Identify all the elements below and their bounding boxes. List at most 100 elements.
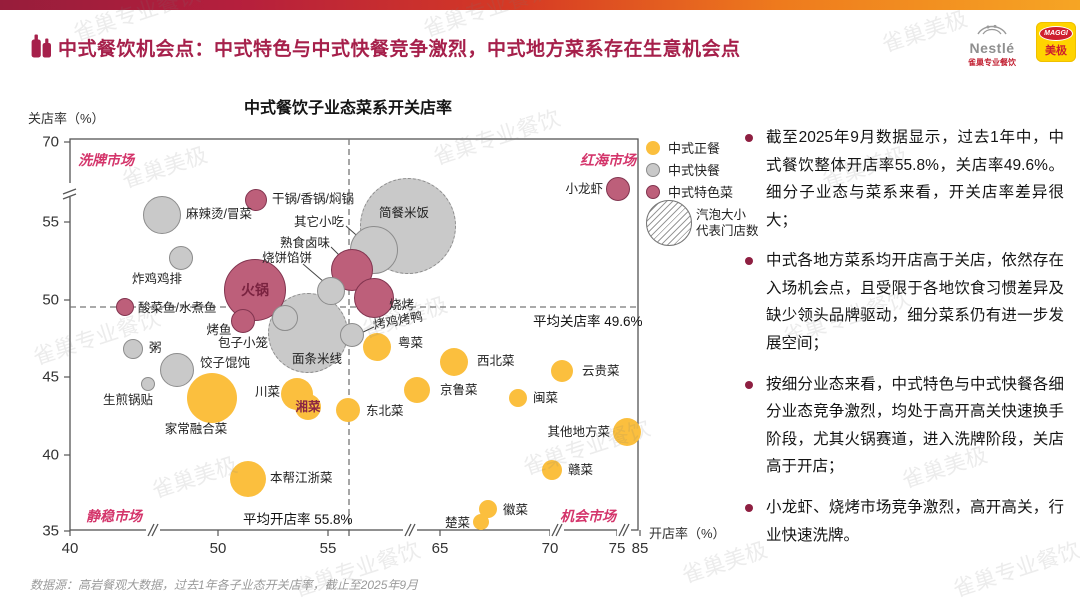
nestle-logo: Nestlé 雀巢专业餐饮 [953,22,1031,68]
chart-bubble [160,353,194,387]
legend-item: 中式正餐 [646,138,720,157]
bullet-dot-icon [745,134,753,142]
bubble-label: 徽菜 [503,502,529,517]
bubble-label: 烧饼馅饼 [261,250,312,265]
chart-bubble [479,500,497,518]
bubble-label: 赣菜 [568,462,594,477]
bubble-size-legend-text: 代表门店数 [696,224,759,238]
chart-bubble [606,177,630,201]
legend-item: 中式特色菜 [646,182,733,201]
chart-bubble [245,189,267,211]
legend-label: 中式正餐 [668,141,721,156]
chart-bubble [440,348,468,376]
maggi-subtext: 美极 [1045,45,1067,57]
y-axis-label: 关店率（%） [28,111,105,126]
x-tick-label: 85 [631,540,649,557]
y-tick-label: 50 [42,291,59,309]
bubble-label: 烧烤 [389,297,415,312]
y-tick-label: 40 [42,446,59,464]
y-tick-label: 70 [42,133,59,151]
bubble-label: 粤菜 [398,335,424,350]
bubble-label: 饺子馄饨 [200,355,251,370]
insight-panel: 截至2025年9月数据显示，过去1年中，中式餐饮整体开店率55.8%，关店率49… [742,124,1064,562]
chart-bubble [542,460,562,480]
y-tick-label: 55 [42,213,59,231]
bubble-label: 云贵菜 [582,363,620,378]
bubble-label: 京鲁菜 [440,382,478,397]
bubble-size-legend-text: 汽泡大小 [696,208,747,222]
bullet-item: 小龙虾、烧烤市场竞争激烈，高开高关，行业快速洗牌。 [742,494,1064,549]
bullet-item: 中式各地方菜系均开店高于关店，依然存在入场机会点，且受限于各地饮食习惯差异及缺少… [742,247,1064,357]
maggi-logo: MAGGI 美极 [1036,22,1076,62]
x-tick-label: 55 [319,540,337,557]
bubble-label: 川菜 [254,384,280,399]
chart-bubble [295,394,321,420]
bubble-label: 干锅/香锅/焖锅 [272,191,354,206]
x-axis-label: 开店率（%） [649,526,726,541]
page-title: 中式餐饮机会点：中式特色与中式快餐竞争激烈，中式地方菜系存在生意机会点 [58,39,741,60]
chart-bubble [141,377,155,391]
bubble-label: 麻辣烫/冒菜 [186,206,252,221]
chart-title: 中式餐饮子业态菜系开关店率 [243,100,453,117]
chart-bubble [336,398,360,422]
top-gradient-bar [0,0,1080,10]
bubble-label: 生煎锅贴 [102,392,154,407]
x-tick-label: 50 [209,540,227,557]
bubble-label: 烤鱼 [206,322,232,337]
quadrant-label-washout: 洗牌市场 [78,152,134,168]
chart-bubble [123,339,143,359]
quadrant-label-redsea: 红海市场 [580,152,636,168]
bullet-dot-icon [745,257,753,266]
mean-open-rate-label: 平均开店率 55.8% [243,512,353,527]
legend-label: 中式快餐 [668,163,721,178]
bullet-item: 按细分业态来看，中式特色与中式快餐各细分业态竞争激烈，均处于高开高关快速换手阶段… [742,371,1064,481]
bullet-dot-icon [745,503,753,512]
bubble-size-legend-icon [646,200,692,246]
x-tick-label: 75 [608,540,626,557]
bubble-label: 火锅 [241,282,269,298]
bullet-text: 小龙虾、烧烤市场竞争激烈，高开高关，行业快速洗牌。 [766,498,1064,544]
chart-bubble [473,514,489,530]
bubble-label: 其他地方菜 [547,424,610,439]
legend-kuaican-dot [646,162,660,177]
legend-zhengcan-dot [646,140,660,155]
bullet-item: 截至2025年9月数据显示，过去1年中，中式餐饮整体开店率55.8%，关店率49… [742,124,1064,234]
maggi-wordmark: MAGGI [1039,26,1073,41]
bubble-label: 面条米线 [291,351,343,366]
chart-bubble [340,323,364,347]
bubble-label: 熟食卤味 [279,235,330,250]
nest-icon [977,24,1007,35]
chart-bubble [230,461,266,497]
chart-bubble [116,298,134,316]
chart-bubble [317,277,345,305]
bottles-icon [28,33,55,65]
bubble-label: 东北菜 [366,403,404,418]
bubble-label: 本帮江浙菜 [270,470,333,485]
quadrant-label-stable: 静稳市场 [86,508,142,524]
chart-bubble [354,278,394,318]
bullet-text: 按细分业态来看，中式特色与中式快餐各细分业态竞争激烈，均处于高开高关快速换手阶段… [766,375,1064,476]
x-tick-label: 65 [431,540,449,557]
bubble-label: 简餐米饭 [378,205,430,220]
chart-bubble [143,196,181,234]
chart-bubble [231,309,255,333]
bubble-label: 其它小吃 [293,214,344,229]
chart-bubble [613,418,641,446]
chart-bubble [363,333,391,361]
bubble-label: 粥 [149,340,162,355]
bubble-label: 酸菜鱼/水煮鱼 [138,300,217,315]
bubble-label: 西北菜 [477,353,515,368]
legend-tesecai-dot [646,184,660,199]
bubble-label: 包子小笼 [217,335,269,350]
bullet-text: 截至2025年9月数据显示，过去1年中，中式餐饮整体开店率55.8%，关店率49… [766,129,1064,229]
footer-note: 数据源：高岩餐观大数据，过去1年各子业态开关店率，截止至2025年9月 [30,578,419,592]
nestle-wordmark: Nestlé [969,40,1015,56]
y-tick-label: 45 [42,368,59,386]
bubble-label: 家常融合菜 [164,421,228,436]
bullet-text: 中式各地方菜系均开店高于关店，依然存在入场机会点，且受限于各地饮食习惯差异及缺少… [766,252,1064,353]
nestle-subtext: 雀巢专业餐饮 [968,58,1016,67]
chart-bubble [509,389,527,407]
bubble-label: 炸鸡鸡排 [131,271,183,286]
chart-bubble [551,360,573,382]
